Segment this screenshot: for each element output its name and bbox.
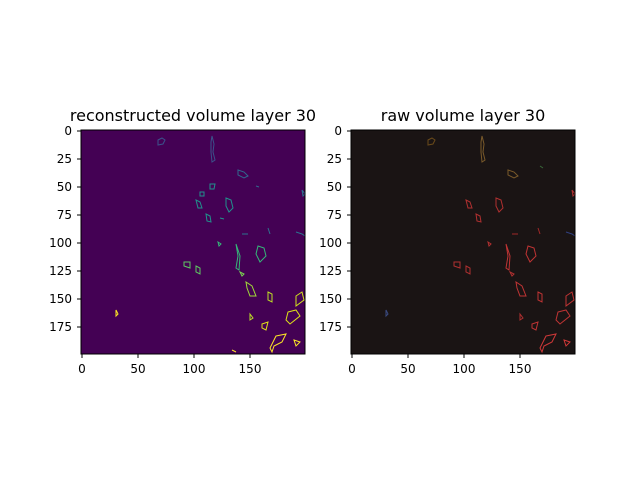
y-tick-label: 100 [319,236,342,250]
panel-raw: raw volume layer 30 [319,106,576,376]
y-tick-label: 50 [57,180,72,194]
reconstructed-contours [115,135,306,354]
y-tick-label: 125 [49,264,72,278]
x-tick-label: 100 [183,362,206,376]
raw-x-axis: 0 50 100 150 [348,354,531,376]
x-tick-label: 100 [453,362,476,376]
y-tick-label: 0 [64,124,72,138]
x-tick-label: 150 [239,362,262,376]
y-tick-label: 75 [327,208,342,222]
y-tick-label: 175 [49,320,72,334]
x-tick-label: 0 [348,362,356,376]
raw-y-axis: 0 25 50 75 100 125 150 175 [319,124,351,334]
panel-title-reconstructed: reconstructed volume layer 30 [70,106,316,125]
y-tick-label: 50 [327,180,342,194]
reconstructed-x-axis: 0 50 100 150 [78,354,261,376]
y-tick-label: 25 [327,152,342,166]
x-tick-label: 150 [509,362,532,376]
y-tick-label: 175 [319,320,342,334]
y-tick-label: 0 [334,124,342,138]
raw-contours [385,135,576,354]
panel-title-raw: raw volume layer 30 [381,106,546,125]
x-tick-label: 50 [130,362,145,376]
y-tick-label: 150 [319,292,342,306]
y-tick-label: 75 [57,208,72,222]
y-tick-label: 25 [57,152,72,166]
y-tick-label: 150 [49,292,72,306]
y-tick-label: 125 [319,264,342,278]
x-tick-label: 0 [78,362,86,376]
x-tick-label: 50 [400,362,415,376]
reconstructed-frame [80,129,306,355]
reconstructed-image [81,130,305,354]
y-tick-label: 100 [49,236,72,250]
raw-image [351,130,575,354]
raw-frame [350,129,576,355]
panel-reconstructed: reconstructed volume layer 30 [49,106,316,376]
reconstructed-y-axis: 0 25 50 75 100 125 150 175 [49,124,81,334]
